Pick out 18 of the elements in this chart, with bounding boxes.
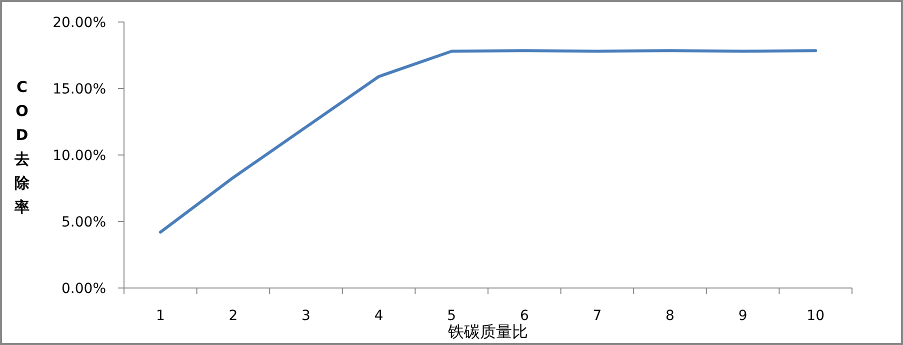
x-axis-title: 铁碳质量比 xyxy=(447,322,528,341)
y-tick-label: 20.00% xyxy=(52,14,106,31)
x-tick-label: 9 xyxy=(738,308,748,324)
x-tick-label: 3 xyxy=(302,308,310,324)
x-tick-label: 6 xyxy=(520,308,529,324)
x-tick-label: 1 xyxy=(156,308,165,324)
y-tick-label: 15.00% xyxy=(52,81,106,98)
y-tick-label: 0.00% xyxy=(62,280,106,297)
y-axis-title: COD去除率 xyxy=(14,78,30,216)
x-tick-label: 7 xyxy=(592,308,602,324)
x-tick-label: 10 xyxy=(806,308,825,324)
x-tick-label: 5 xyxy=(447,308,456,324)
x-tick-label: 2 xyxy=(228,308,238,324)
x-tick-label: 8 xyxy=(666,308,674,324)
line-series xyxy=(158,49,818,234)
y-tick-label: 5.00% xyxy=(62,214,106,230)
x-tick-label: 4 xyxy=(374,308,384,324)
y-tick-label: 10.00% xyxy=(52,148,106,164)
